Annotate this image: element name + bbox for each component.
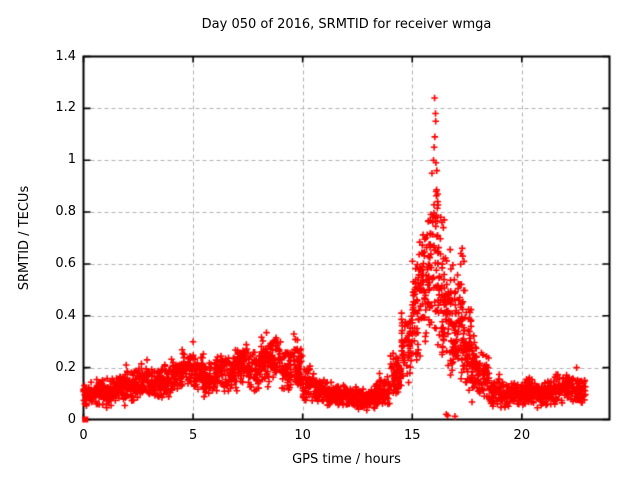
chart-title: Day 050 of 2016, SRMTID for receiver wmg… <box>201 17 492 32</box>
x-tick-label: 10 <box>294 427 311 443</box>
x-tick-label: 15 <box>403 427 421 443</box>
x-axis-label: GPS time / hours <box>292 452 401 467</box>
y-tick-label: 0.8 <box>55 204 76 220</box>
y-tick-label: 1 <box>67 152 76 168</box>
x-tick-label: 0 <box>79 427 88 443</box>
y-tick-label: 1.4 <box>55 48 76 64</box>
x-tick-label: 5 <box>188 427 198 443</box>
y-tick-label: 0.4 <box>55 307 76 323</box>
y-tick-label: 0.6 <box>55 255 76 271</box>
x-tick-label: 20 <box>513 427 531 443</box>
y-tick-label: 0.2 <box>55 359 76 375</box>
y-tick-label: 0 <box>67 411 76 427</box>
y-tick-label: 1.2 <box>55 100 76 116</box>
